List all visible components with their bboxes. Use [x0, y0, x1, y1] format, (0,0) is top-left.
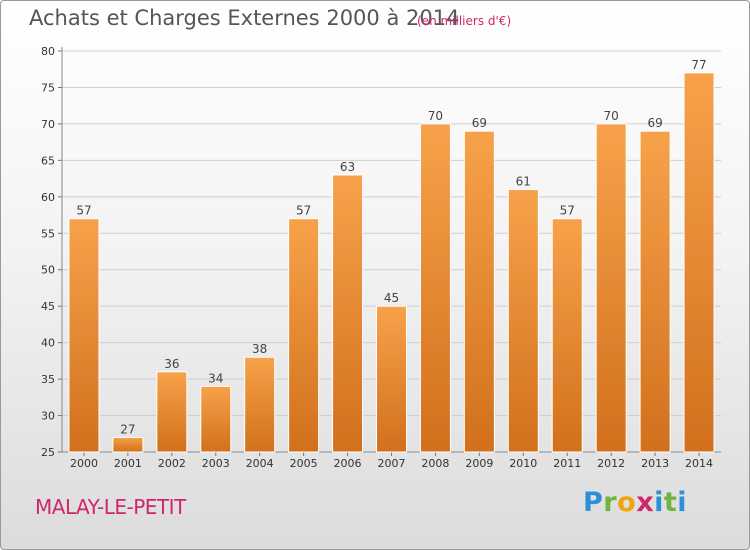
y-tick-label: 25 [41, 446, 55, 459]
value-label: 57 [296, 204, 311, 218]
bar [683, 72, 715, 453]
logo-letter: r [603, 487, 618, 518]
x-tick-label: 2014 [685, 457, 713, 470]
y-tick-label: 45 [41, 300, 55, 313]
x-tick-label: 2007 [378, 457, 406, 470]
bar [419, 123, 451, 453]
bar [332, 174, 364, 453]
y-tick-label: 70 [41, 118, 55, 131]
bar [156, 371, 188, 453]
value-label: 36 [164, 357, 179, 371]
value-label: 34 [208, 371, 223, 385]
bar [463, 130, 495, 453]
value-label: 69 [472, 116, 487, 130]
bar [200, 385, 232, 453]
bar [68, 218, 100, 453]
bars [68, 72, 715, 453]
x-tick-label: 2002 [158, 457, 186, 470]
x-tick-label: 2004 [246, 457, 274, 470]
logo-letter: x [636, 487, 655, 518]
commune-name: MALAY-LE-PETIT [35, 495, 186, 519]
x-tick-label: 2001 [114, 457, 142, 470]
logo-letter: t [663, 487, 678, 518]
chart-subtitle: (en milliers d'€) [417, 14, 512, 28]
y-tick-label: 55 [41, 227, 55, 240]
bar [112, 436, 144, 453]
y-tick-label: 50 [41, 264, 55, 277]
y-tick-label: 75 [41, 81, 55, 94]
x-tick-label: 2009 [465, 457, 493, 470]
chart-title: Achats et Charges Externes 2000 à 2014 [29, 6, 460, 30]
x-tick-label: 2003 [202, 457, 230, 470]
value-label: 57 [76, 204, 91, 218]
bar [595, 123, 627, 453]
value-label: 69 [647, 116, 662, 130]
y-tick-label: 30 [41, 410, 55, 423]
bar [507, 189, 539, 453]
x-tick-label: 2012 [597, 457, 625, 470]
logo-letter: i [654, 487, 664, 518]
bar [639, 130, 671, 453]
x-tick-label: 2010 [509, 457, 537, 470]
x-tick-label: 2013 [641, 457, 669, 470]
labels: 25 30 35 40 45 50 55 60 65 70 75 80 57 2000 27 2001 36 20… [41, 45, 713, 470]
value-label: 77 [691, 58, 706, 72]
y-tick-label: 60 [41, 191, 55, 204]
value-label: 70 [428, 109, 443, 123]
bar [551, 218, 583, 453]
value-label: 61 [516, 175, 531, 189]
logo-letter: i [677, 487, 688, 518]
bar [288, 218, 320, 453]
value-label: 38 [252, 342, 267, 356]
bar [376, 305, 407, 453]
value-label: 57 [560, 204, 575, 218]
x-tick-label: 2011 [553, 457, 581, 470]
x-tick-label: 2008 [421, 457, 449, 470]
logo-letter: o [617, 487, 637, 518]
proxiti-logo: Proxiti [583, 487, 687, 518]
value-label: 27 [120, 422, 135, 436]
x-tick-label: 2000 [70, 457, 98, 470]
logo-letter: P [583, 487, 604, 518]
x-tick-label: 2006 [334, 457, 362, 470]
bar [244, 356, 276, 453]
y-tick-label: 65 [41, 154, 55, 167]
value-label: 70 [604, 109, 619, 123]
y-tick-label: 35 [41, 373, 55, 386]
x-tick-label: 2005 [290, 457, 318, 470]
value-label: 45 [384, 291, 399, 305]
y-tick-label: 80 [41, 45, 55, 58]
value-label: 63 [340, 160, 355, 174]
y-tick-label: 40 [41, 337, 55, 350]
